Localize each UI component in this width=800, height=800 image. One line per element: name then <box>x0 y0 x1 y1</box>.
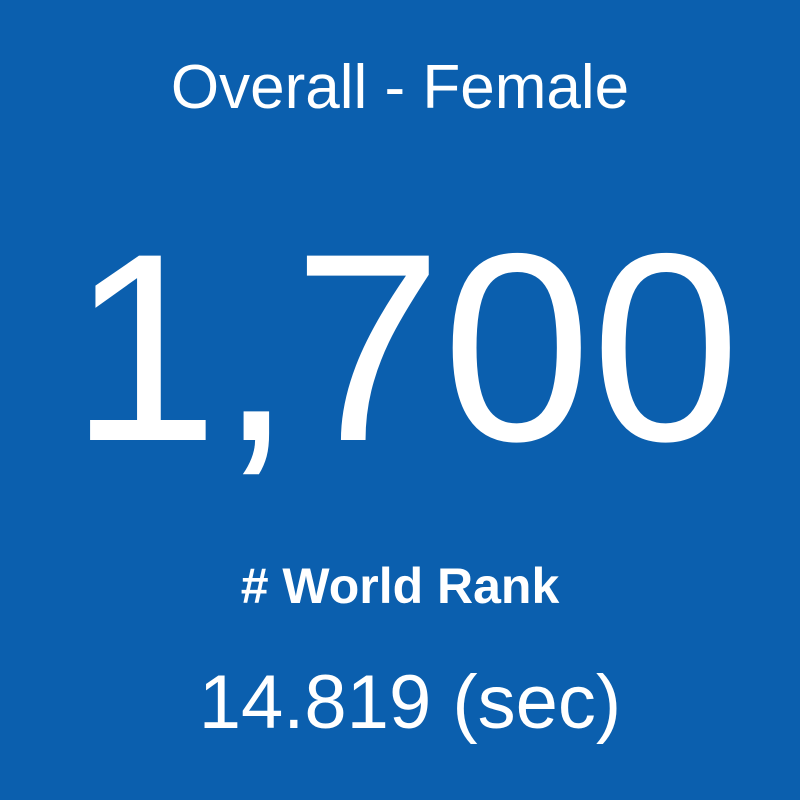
tile-title: Overall - Female <box>171 53 629 122</box>
tile-value: 1,700 <box>70 197 741 497</box>
tile-label: # World Rank <box>241 558 560 614</box>
tile-time: 14.819 (sec) <box>199 660 621 745</box>
